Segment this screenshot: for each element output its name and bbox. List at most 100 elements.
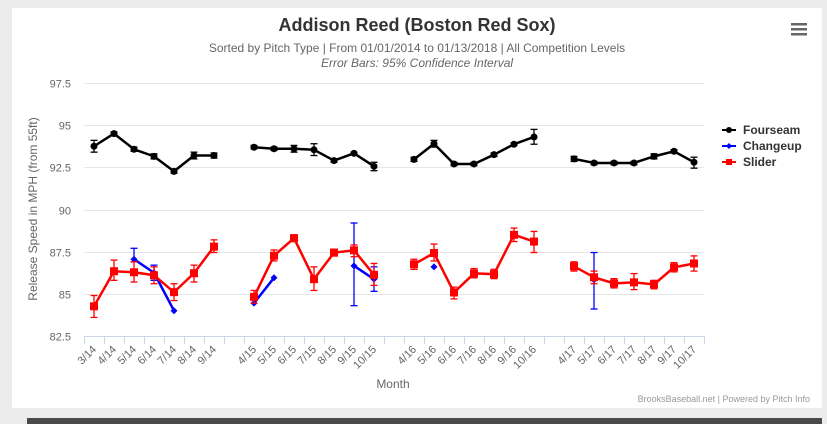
data-point[interactable] xyxy=(350,262,358,270)
x-tick-label: 4/15 xyxy=(235,344,259,368)
data-point[interactable] xyxy=(190,152,198,160)
x-tick-label: 5/17 xyxy=(575,344,599,368)
series-changeup xyxy=(130,222,598,315)
data-point[interactable] xyxy=(650,280,658,289)
square-marker-icon xyxy=(726,159,732,165)
x-tick-label: 7/15 xyxy=(295,344,319,368)
data-point[interactable] xyxy=(170,288,178,297)
y-tick-label: 92.5 xyxy=(50,163,71,175)
x-tick-label: 8/17 xyxy=(635,344,659,368)
data-point[interactable] xyxy=(170,167,178,175)
data-point[interactable] xyxy=(470,160,478,168)
data-point[interactable] xyxy=(690,259,698,268)
data-point[interactable] xyxy=(310,275,318,284)
data-point[interactable] xyxy=(430,263,438,271)
data-point[interactable] xyxy=(370,162,378,170)
data-point[interactable] xyxy=(450,288,458,297)
x-tick-label: 5/15 xyxy=(255,344,279,368)
data-point[interactable] xyxy=(90,142,98,150)
data-point[interactable] xyxy=(610,279,618,288)
data-point[interactable] xyxy=(190,269,198,278)
x-tick-label: 6/14 xyxy=(135,344,159,368)
data-point[interactable] xyxy=(430,140,438,148)
data-point[interactable] xyxy=(530,237,538,246)
x-tick-label: 6/15 xyxy=(275,344,299,368)
data-point[interactable] xyxy=(270,274,278,282)
legend-label: Fourseam xyxy=(743,123,800,137)
series-slider xyxy=(90,227,698,319)
gridlines xyxy=(84,83,704,295)
data-point[interactable] xyxy=(430,249,438,258)
data-point[interactable] xyxy=(150,271,158,280)
data-point[interactable] xyxy=(130,145,138,153)
x-tick-label: 8/14 xyxy=(175,344,199,368)
legend-item-changeup[interactable]: Changeup xyxy=(722,139,802,153)
series xyxy=(90,128,698,319)
data-point[interactable] xyxy=(490,270,498,279)
data-point[interactable] xyxy=(290,234,298,243)
data-point[interactable] xyxy=(670,263,678,272)
legend-label: Slider xyxy=(743,155,777,169)
data-point[interactable] xyxy=(210,152,218,160)
data-point[interactable] xyxy=(590,159,598,167)
data-point[interactable] xyxy=(510,140,518,148)
data-point[interactable] xyxy=(630,278,638,287)
data-point[interactable] xyxy=(530,133,538,141)
legend-label: Changeup xyxy=(743,139,802,153)
data-point[interactable] xyxy=(250,143,258,151)
data-point[interactable] xyxy=(290,145,298,153)
x-tick-label: 3/14 xyxy=(75,344,99,368)
circle-marker-icon xyxy=(726,127,732,133)
data-point[interactable] xyxy=(570,262,578,271)
data-point[interactable] xyxy=(450,160,458,168)
data-point[interactable] xyxy=(270,145,278,153)
hamburger-menu-icon[interactable] xyxy=(791,23,807,36)
y-axis-ticks: 82.5 85 87.5 90 92.5 95 97.5 xyxy=(50,79,71,344)
x-tick-label: 9/14 xyxy=(195,344,219,368)
x-tick-label: 6/16 xyxy=(435,344,459,368)
data-point[interactable] xyxy=(170,307,178,315)
data-point[interactable] xyxy=(110,267,118,276)
data-point[interactable] xyxy=(90,302,98,311)
data-point[interactable] xyxy=(410,155,418,163)
data-point[interactable] xyxy=(310,146,318,154)
data-point[interactable] xyxy=(150,152,158,160)
data-point[interactable] xyxy=(590,273,598,282)
data-point[interactable] xyxy=(350,246,358,255)
data-point[interactable] xyxy=(370,270,378,279)
x-tick-label: 10/15 xyxy=(351,344,379,372)
data-point[interactable] xyxy=(490,151,498,159)
data-point[interactable] xyxy=(650,152,658,160)
x-tick-label: 4/14 xyxy=(95,344,119,368)
data-point[interactable] xyxy=(330,157,338,165)
data-point[interactable] xyxy=(110,130,118,138)
data-point[interactable] xyxy=(270,251,278,260)
x-tick-label: 5/16 xyxy=(415,344,439,368)
y-axis-title: Release Speed in MPH (from 55ft) xyxy=(26,117,40,300)
y-tick-label: 85 xyxy=(59,290,71,302)
data-point[interactable] xyxy=(350,149,358,157)
chart-panel xyxy=(12,8,822,408)
data-point[interactable] xyxy=(470,269,478,278)
data-point[interactable] xyxy=(510,230,518,239)
data-point[interactable] xyxy=(610,159,618,167)
credits-link[interactable]: BrooksBaseball.net | Powered by Pitch In… xyxy=(638,394,810,404)
data-point[interactable] xyxy=(250,292,258,301)
data-point[interactable] xyxy=(570,155,578,163)
legend-item-fourseam[interactable]: Fourseam xyxy=(722,123,800,137)
x-tick-label: 5/14 xyxy=(115,344,139,368)
data-point[interactable] xyxy=(130,255,138,263)
data-point[interactable] xyxy=(130,268,138,277)
data-point[interactable] xyxy=(410,260,418,269)
data-point[interactable] xyxy=(330,248,338,257)
x-axis: 3/144/145/146/147/148/149/14 4/155/156/15… xyxy=(75,336,705,372)
data-point[interactable] xyxy=(630,159,638,167)
data-point[interactable] xyxy=(670,147,678,155)
data-point[interactable] xyxy=(210,242,218,251)
legend: Fourseam Changeup Slider xyxy=(722,123,802,169)
x-tick-label: 7/14 xyxy=(155,344,179,368)
legend-item-slider[interactable]: Slider xyxy=(722,155,777,169)
diamond-marker-icon xyxy=(726,143,732,149)
data-point[interactable] xyxy=(690,158,698,166)
